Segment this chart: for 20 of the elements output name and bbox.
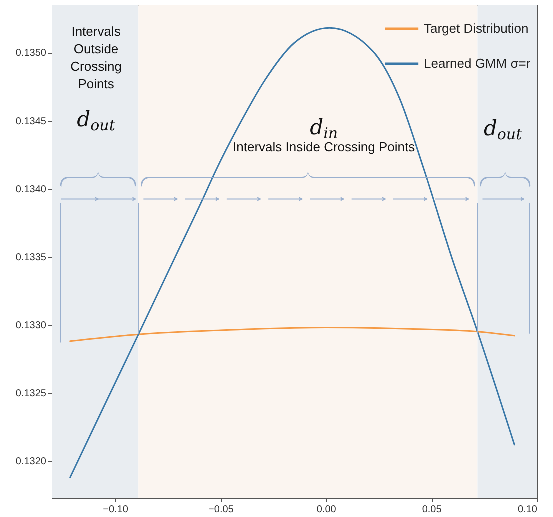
annotation: Intervals Inside Crossing Points (233, 140, 416, 155)
x-tick-label: −0.10 (103, 504, 129, 516)
annotation: Intervals Outside Crossing Points (70, 24, 122, 92)
annotation: d$_{in}$ (310, 116, 338, 142)
annotation: d$_{out}$ (484, 116, 524, 144)
y-tick-label: 0.1325 (16, 388, 47, 400)
y-tick-label: 0.1320 (16, 456, 47, 468)
legend-label: Target Distribution (424, 21, 529, 36)
line-series (70, 327, 516, 342)
x-tick-label: −0.05 (208, 504, 234, 516)
x-tick-label: 0.05 (422, 504, 442, 516)
annotation: d$_{out}$ (77, 108, 116, 134)
y-tick-label: 0.1335 (16, 252, 47, 264)
y-tick-label: 0.1330 (16, 320, 47, 332)
legend-label: Learned GMM σ=r (424, 56, 532, 71)
x-tick-label: 0.00 (316, 504, 337, 516)
x-tick-label: 0.10 (518, 504, 538, 516)
y-tick-label: 0.1340 (16, 184, 47, 196)
y-tick-label: 0.1350 (16, 48, 47, 60)
y-tick-label: 0.1345 (16, 116, 47, 128)
